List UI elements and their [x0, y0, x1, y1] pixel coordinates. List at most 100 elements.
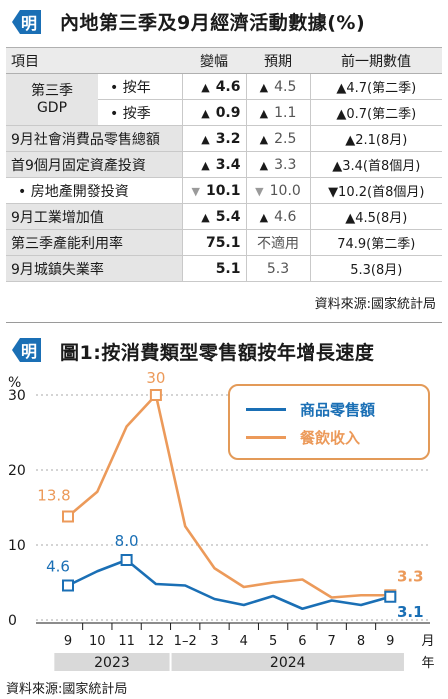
table-row: 9月社會消費品零售總額 ▲ 3.2 ▲ 2.5 ▲2.1(8月) [6, 125, 442, 152]
chart-source: 資料來源:國家統計局 [6, 682, 128, 697]
data-point-marker [62, 510, 74, 523]
table-row: 首9個月固定資產投資 ▲ 3.4 ▲ 3.3 ▲3.4(首8個月) [6, 151, 442, 178]
change-cell: ▲ 3.2 [181, 125, 246, 152]
chart-title: 圖1:按消費類型零售額按年增長速度 [60, 342, 375, 364]
up-arrow-icon: ▲ [201, 158, 210, 172]
expected-cell-value: 5.3 [266, 260, 290, 277]
x-tick-label: 3 [210, 634, 218, 649]
retail-growth-chart: % 0 10 20 30 9 10 11 12 1–2 3 4 5 6 7 8 9 月 2023 2024 年 4.6 8.… [8, 369, 435, 671]
data-label: 3.1 [397, 603, 424, 621]
x-tick-label: 8 [357, 634, 365, 649]
x-tick-label: 7 [328, 634, 336, 649]
header-change: 變幅 [182, 47, 246, 74]
row-label: • 房地產開發投資 [6, 177, 182, 204]
up-arrow-icon: ▲ [201, 210, 210, 224]
change-cell-value: 5.4 [215, 208, 241, 225]
change-cell: ▲ 4.6 [181, 73, 246, 100]
legend-label-catering: 餐飲收入 [300, 429, 361, 447]
x-tick-label: 6 [298, 634, 306, 649]
legend-swatch-blue [246, 408, 286, 411]
table-row: 第三季產能利用率 75.1 不適用 74.9(第二季) [6, 229, 442, 256]
change-cell: ▼ 10.1 [181, 177, 246, 204]
x-tick-label: 12 [148, 634, 165, 649]
up-arrow-icon: ▲ [201, 132, 210, 146]
series-line-1 [67, 393, 391, 599]
y-tick-label: 10 [8, 538, 26, 554]
row-label: 第三季產能利用率 [6, 229, 182, 256]
x-tick-label: 10 [89, 634, 106, 649]
data-label: 30 [146, 369, 165, 387]
row-label: 9月工業增加值 [6, 203, 182, 230]
change-cell: ▲ 5.4 [181, 203, 246, 230]
expected-cell: ▲ 1.1 [245, 99, 310, 126]
legend-item-catering: 餐飲收入 [246, 427, 360, 448]
svg-text:明: 明 [21, 14, 37, 33]
data-label: 4.6 [46, 558, 70, 576]
svg-text:明: 明 [21, 342, 37, 361]
data-label: 3.3 [397, 567, 424, 585]
expected-cell: 5.3 [245, 255, 310, 282]
expected-cell-value: 1.1 [274, 104, 297, 121]
header-previous: 前一期數值 [310, 47, 442, 74]
x-tick-label: 4 [240, 634, 248, 649]
y-tick-label: 20 [8, 463, 26, 479]
change-cell: 5.1 [181, 255, 246, 282]
down-arrow-icon: ▼ [191, 184, 200, 198]
expected-cell-value: 不適用 [257, 235, 299, 252]
change-cell-value: 3.2 [215, 130, 241, 147]
x-tick-label: 5 [269, 634, 277, 649]
previous-cell: ▼10.2(首8個月) [309, 177, 442, 204]
year-band [54, 653, 170, 671]
expected-cell: ▲ 4.6 [245, 203, 310, 230]
change-cell-value: 4.6 [215, 78, 241, 95]
x-tick-label: 11 [118, 634, 135, 649]
data-label: 13.8 [37, 487, 70, 505]
expected-cell: ▲ 2.5 [245, 125, 310, 152]
table-title: 內地第三季及9月經濟活動數據(%) [60, 12, 366, 34]
table-row: 9月工業增加值 ▲ 5.4 ▲ 4.6 ▲4.5(8月) [6, 203, 442, 230]
y-axis-unit: % [8, 375, 21, 391]
expected-cell-value: 4.6 [274, 208, 297, 225]
up-arrow-icon: ▲ [259, 106, 269, 120]
expected-cell-value: 2.5 [274, 130, 297, 147]
row-label: • 按年 [98, 73, 182, 100]
change-cell-value: 3.4 [215, 156, 241, 173]
x-tick-label: 9 [64, 634, 72, 649]
data-label: 8.0 [115, 532, 139, 550]
up-arrow-icon: ▲ [201, 80, 210, 94]
row-label: 9月城鎮失業率 [6, 255, 182, 282]
change-cell-value: 5.1 [215, 260, 241, 277]
expected-cell: ▲ 4.5 [245, 73, 310, 100]
expected-cell: 不適用 [245, 229, 310, 256]
table-source: 資料來源:國家統計局 [314, 297, 436, 312]
change-cell: ▲ 3.4 [181, 151, 246, 178]
change-cell: 75.1 [181, 229, 246, 256]
previous-cell: ▲4.7(第二季) [309, 73, 442, 100]
expected-cell: ▲ 3.3 [245, 151, 310, 178]
table-row: 9月城鎮失業率 5.1 5.3 5.3(8月) [6, 255, 442, 282]
up-arrow-icon: ▲ [259, 132, 269, 146]
previous-cell: ▲2.1(8月) [309, 125, 442, 152]
newspaper-logo-icon: 明 [8, 334, 44, 366]
data-point-marker [384, 590, 397, 603]
table-header-row: 項目 變幅 預期 前一期數值 [6, 47, 442, 74]
x-tick-label: 1–2 [174, 634, 197, 649]
table-row: 第三季 GDP • 按年 ▲ 4.6 ▲ 4.5 ▲4.7(第二季) [6, 73, 442, 126]
x-axis-unit: 月 [421, 634, 434, 649]
up-arrow-icon: ▲ [201, 106, 210, 120]
year-unit: 年 [421, 656, 434, 671]
year-label: 2024 [270, 655, 306, 671]
previous-cell: ▲3.4(首8個月) [309, 151, 442, 178]
data-point-marker [120, 554, 133, 566]
table-row: • 按季 ▲ 0.9 ▲ 1.1 ▲0.7(第二季) [6, 99, 442, 126]
expected-cell-value: 3.3 [274, 156, 297, 173]
change-cell: ▲ 0.9 [181, 99, 246, 126]
previous-cell: 5.3(8月) [309, 255, 442, 282]
row-label: 首9個月固定資產投資 [6, 151, 182, 178]
economic-data-table: 項目 變幅 預期 前一期數值 第三季 GDP • 按年 ▲ 4.6 ▲ 4.5 ▲4.7(第… [6, 47, 442, 282]
legend-swatch-orange [246, 436, 286, 439]
header-expected: 預期 [246, 47, 310, 74]
year-label: 2023 [94, 655, 130, 671]
x-tick-label: 9 [386, 634, 394, 649]
up-arrow-icon: ▲ [259, 210, 269, 224]
